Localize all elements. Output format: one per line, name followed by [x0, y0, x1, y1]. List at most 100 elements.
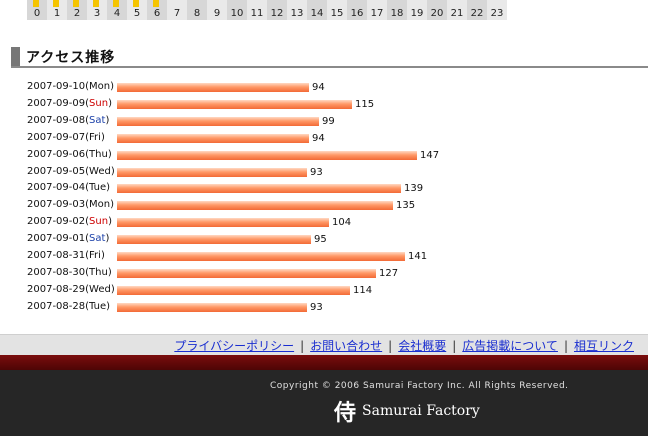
footer-red-band — [0, 355, 648, 370]
date-label: 2007-09-10(Mon) — [27, 81, 115, 92]
hour-label: 15 — [330, 8, 344, 19]
access-bar — [117, 184, 401, 194]
hour-label: 20 — [430, 8, 444, 19]
hour-cell: 11 — [247, 0, 267, 20]
access-value: 93 — [310, 166, 323, 178]
access-bar — [117, 302, 307, 312]
date-label: 2007-08-29(Wed) — [27, 283, 115, 295]
hour-cell: 9 — [207, 0, 227, 20]
footer-links: プライバシーポリシー | お問い合わせ | 会社概要 | 広告掲載について | 相互リンク — [174, 337, 634, 354]
access-bar — [117, 150, 417, 160]
hour-label: 23 — [490, 8, 504, 19]
hour-cell: 6 — [147, 0, 167, 20]
logo-text: Samurai Factory — [362, 403, 480, 419]
hour-label: 14 — [310, 8, 324, 19]
footer-link[interactable]: プライバシーポリシー — [174, 339, 295, 353]
date-label: 2007-09-08(Sat) — [27, 114, 110, 126]
hour-label: 7 — [173, 8, 181, 19]
access-bar — [117, 285, 350, 295]
hour-label: 10 — [230, 8, 244, 19]
access-value: 93 — [310, 301, 323, 313]
hour-cell: 10 — [227, 0, 247, 20]
hour-cell: 20 — [427, 0, 447, 20]
hour-label: 19 — [410, 8, 424, 19]
hour-cell: 7 — [167, 0, 187, 20]
date-label: 2007-08-31(Fri) — [27, 250, 105, 261]
hour-label: 5 — [133, 8, 141, 19]
access-bar — [117, 218, 329, 228]
hour-bar — [73, 0, 79, 7]
hour-label: 1 — [53, 8, 61, 19]
access-value: 114 — [353, 284, 373, 296]
footer: Copyright © 2006 Samurai Factory Inc. Al… — [0, 370, 648, 436]
date-label: 2007-09-09(Sun) — [27, 97, 112, 109]
hour-cell: 14 — [307, 0, 327, 20]
link-separator: | — [300, 339, 305, 353]
hour-label: 17 — [370, 8, 384, 19]
hour-cell: 12 — [267, 0, 287, 20]
hour-cell: 16 — [347, 0, 367, 20]
access-bar — [117, 268, 376, 278]
hour-cell: 13 — [287, 0, 307, 20]
link-separator: | — [388, 339, 393, 353]
access-bar — [117, 99, 352, 109]
hour-label: 13 — [290, 8, 304, 19]
date-label: 2007-09-02(Sun) — [27, 216, 112, 228]
hour-cell: 17 — [367, 0, 387, 20]
samurai-factory-logo[interactable]: 侍 Samurai Factory — [334, 398, 480, 426]
link-separator: | — [452, 339, 457, 353]
section-title: アクセス推移 — [26, 50, 116, 66]
access-value: 94 — [312, 132, 325, 144]
hour-cell: 8 — [187, 0, 207, 20]
hour-bar — [53, 0, 59, 7]
date-label: 2007-09-05(Wed) — [27, 165, 115, 177]
access-value: 115 — [355, 98, 375, 110]
hour-cell: 18 — [387, 0, 407, 20]
hour-bar — [33, 0, 39, 7]
hour-bar — [113, 0, 119, 7]
hour-label: 11 — [250, 8, 264, 19]
hour-cell: 21 — [447, 0, 467, 20]
hour-label: 8 — [193, 8, 201, 19]
date-label: 2007-09-03(Mon) — [27, 199, 115, 211]
hour-label: 2 — [73, 8, 81, 19]
hour-cell: 0 — [27, 0, 47, 20]
link-separator: | — [563, 339, 568, 353]
access-bar — [117, 167, 307, 177]
access-value: 99 — [322, 115, 335, 127]
copyright-text: Copyright © 2006 Samurai Factory Inc. Al… — [270, 381, 569, 391]
hour-label: 3 — [93, 8, 101, 19]
access-bar — [117, 201, 393, 211]
hour-bar — [93, 0, 99, 7]
hour-label: 21 — [450, 8, 464, 19]
access-value: 139 — [404, 183, 424, 195]
access-bar — [117, 252, 405, 261]
hour-label: 12 — [270, 8, 284, 19]
hour-label: 18 — [390, 8, 404, 19]
section-marker — [11, 47, 20, 66]
access-bar — [117, 83, 309, 92]
access-bar — [117, 235, 311, 245]
logo-kanji: 侍 — [334, 400, 357, 426]
hour-cell: 15 — [327, 0, 347, 20]
footer-link[interactable]: 広告掲載について — [462, 339, 558, 353]
footer-link[interactable]: 相互リンク — [573, 339, 634, 353]
access-bar — [117, 116, 319, 126]
date-label: 2007-08-30(Thu) — [27, 266, 112, 278]
date-label: 2007-09-06(Thu) — [27, 148, 112, 160]
access-value: 95 — [314, 234, 327, 246]
date-label: 2007-09-07(Fri) — [27, 131, 105, 143]
hour-cell: 23 — [487, 0, 507, 20]
hour-cell: 4 — [107, 0, 127, 20]
footer-link[interactable]: 会社概要 — [398, 339, 447, 353]
hour-cell: 5 — [127, 0, 147, 20]
hour-bar — [133, 0, 139, 7]
access-bar — [117, 133, 309, 143]
footer-link[interactable]: お問い合わせ — [310, 339, 383, 353]
hour-label: 9 — [213, 8, 221, 19]
hour-cell: 1 — [47, 0, 67, 20]
hour-cell: 19 — [407, 0, 427, 20]
date-label: 2007-08-28(Tue) — [27, 300, 111, 312]
hour-label: 0 — [33, 8, 41, 19]
hour-cell: 3 — [87, 0, 107, 20]
